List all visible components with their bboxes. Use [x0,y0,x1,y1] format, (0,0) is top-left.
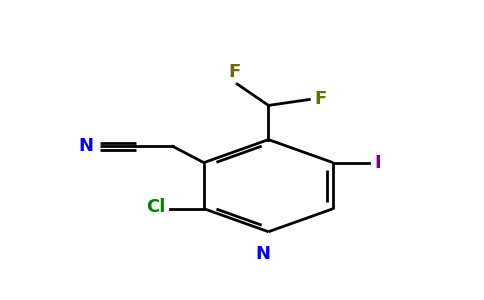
Text: F: F [228,63,241,81]
Text: Cl: Cl [146,198,166,216]
Text: I: I [374,154,380,172]
Text: N: N [255,245,270,263]
Text: N: N [78,137,93,155]
Text: F: F [314,91,326,109]
